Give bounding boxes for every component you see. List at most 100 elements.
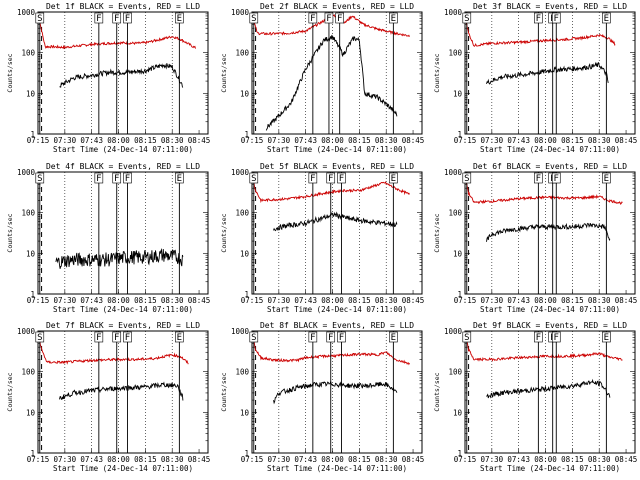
y-tick-label: 10 xyxy=(453,249,463,258)
y-axis-label: Counts/sec xyxy=(220,372,228,411)
y-axis-label: Counts/sec xyxy=(6,372,14,411)
panel-3: Det 3f BLACK = Events, RED = LLD 1 10 100 10… xyxy=(433,2,637,154)
y-tick-label: 10 xyxy=(453,89,463,98)
x-tick-label: 07:30 xyxy=(54,296,77,305)
x-tick-label: 08:45 xyxy=(188,136,211,145)
flag-box xyxy=(123,172,132,184)
x-tick-label: 08:15 xyxy=(134,136,157,145)
flag-box xyxy=(326,172,336,184)
flag-label: S xyxy=(37,174,42,184)
flag-label: F xyxy=(310,174,315,184)
y-tick-label: 10 xyxy=(240,408,250,417)
x-tick-label: 07:43 xyxy=(80,136,103,145)
panel-4: Det 4f BLACK = Events, RED = LLD 1 10 100 10… xyxy=(6,162,210,314)
lld-series-line xyxy=(464,174,623,205)
flag-box xyxy=(35,172,45,184)
x-tick-label: 07:30 xyxy=(54,136,77,145)
y-tick-label: 10 xyxy=(240,89,250,98)
flag-box xyxy=(94,172,104,184)
plot-frame xyxy=(37,11,209,135)
x-tick-label: 08:45 xyxy=(188,455,211,464)
y-tick-label: 1000 xyxy=(17,168,36,177)
flag-label: F xyxy=(125,14,130,24)
x-tick-label: 07:15 xyxy=(27,296,50,305)
y-tick-label: 100 xyxy=(448,209,462,218)
flag-label: E xyxy=(604,333,609,343)
x-tick-label: 07:43 xyxy=(294,136,317,145)
flag-box xyxy=(94,331,104,343)
flag-box xyxy=(112,172,122,184)
plot-frame xyxy=(251,11,423,135)
y-tick-label: 1 xyxy=(244,130,249,139)
y-axis-label: Counts/sec xyxy=(220,213,228,252)
x-tick-label: 07:15 xyxy=(27,136,50,145)
y-tick-label: 100 xyxy=(448,368,462,377)
x-axis-label: Start Time (24-Dec-14 07:11:00) xyxy=(53,464,193,473)
lld-series-line xyxy=(37,332,189,365)
panel-title: Det 3f BLACK = Events, RED = LLD xyxy=(473,2,627,11)
y-tick-label: 1000 xyxy=(17,8,36,17)
flag-box xyxy=(389,172,398,184)
plot-frame xyxy=(464,171,636,295)
flag-box xyxy=(389,331,398,343)
plot-frame xyxy=(251,330,423,454)
y-tick-label: 10 xyxy=(26,89,36,98)
events-series-line xyxy=(265,34,398,131)
events-series-line xyxy=(486,378,611,399)
y-tick-label: 1 xyxy=(244,290,249,299)
x-tick-label: 07:43 xyxy=(507,136,530,145)
x-tick-label: 08:00 xyxy=(534,455,557,464)
flag-label: E xyxy=(177,14,182,24)
x-tick-label: 07:43 xyxy=(507,455,530,464)
x-tick-label: 08:30 xyxy=(375,296,398,305)
x-axis-label: Start Time (24-Dec-14 07:11:00) xyxy=(267,464,407,473)
flag-label: F xyxy=(114,174,119,184)
y-tick-label: 10 xyxy=(26,408,36,417)
flag-box xyxy=(462,331,472,343)
x-tick-label: 08:30 xyxy=(588,136,611,145)
flag-box xyxy=(35,12,45,24)
x-tick-label: 07:15 xyxy=(241,455,264,464)
x-tick-label: 08:00 xyxy=(107,455,130,464)
flag-label: E xyxy=(604,174,609,184)
y-tick-label: 1000 xyxy=(444,168,463,177)
flag-label: F xyxy=(339,174,344,184)
panel-9: Det 9f BLACK = Events, RED = LLD 1 10 100 10… xyxy=(433,321,637,473)
flag-box xyxy=(308,12,318,24)
x-tick-label: 08:00 xyxy=(534,296,557,305)
flag-label: F xyxy=(125,333,130,343)
y-tick-label: 10 xyxy=(453,408,463,417)
panel-title: Det 5f BLACK = Events, RED = LLD xyxy=(260,162,414,171)
y-tick-label: 1 xyxy=(457,449,462,458)
y-tick-label: 100 xyxy=(21,368,35,377)
events-series-line xyxy=(59,63,184,88)
y-axis-label: Counts/sec xyxy=(433,53,441,92)
y-tick-label: 1 xyxy=(30,290,35,299)
panel-1: Det 1f BLACK = Events, RED = LLD 1 10 100 10… xyxy=(6,2,210,154)
y-tick-label: 100 xyxy=(235,368,249,377)
flag-label: E xyxy=(391,333,396,343)
x-tick-label: 08:45 xyxy=(615,455,638,464)
y-tick-label: 100 xyxy=(448,49,462,58)
flag-box xyxy=(112,12,122,24)
x-tick-label: 08:15 xyxy=(348,455,371,464)
x-tick-label: 08:00 xyxy=(107,296,130,305)
y-axis-label: Counts/sec xyxy=(433,372,441,411)
x-tick-label: 07:30 xyxy=(54,455,77,464)
x-tick-label: 08:00 xyxy=(534,136,557,145)
panel-2: Det 2f BLACK = Events, RED = LLD 1 10 100 10… xyxy=(220,2,424,154)
x-tick-label: 08:30 xyxy=(375,455,398,464)
x-tick-label: 08:15 xyxy=(561,136,584,145)
x-tick-label: 07:30 xyxy=(268,136,291,145)
flag-label: F xyxy=(536,174,541,184)
flag-label: F xyxy=(326,14,331,24)
flag-box xyxy=(308,172,318,184)
flag-box xyxy=(462,12,472,24)
flag-box xyxy=(389,12,398,24)
x-tick-label: 07:30 xyxy=(268,455,291,464)
y-axis-label: Counts/sec xyxy=(220,53,228,92)
flag-label: F xyxy=(339,333,344,343)
x-axis-label: Start Time (24-Dec-14 07:11:00) xyxy=(267,145,407,154)
flag-box xyxy=(551,12,561,24)
flag-box xyxy=(326,331,336,343)
